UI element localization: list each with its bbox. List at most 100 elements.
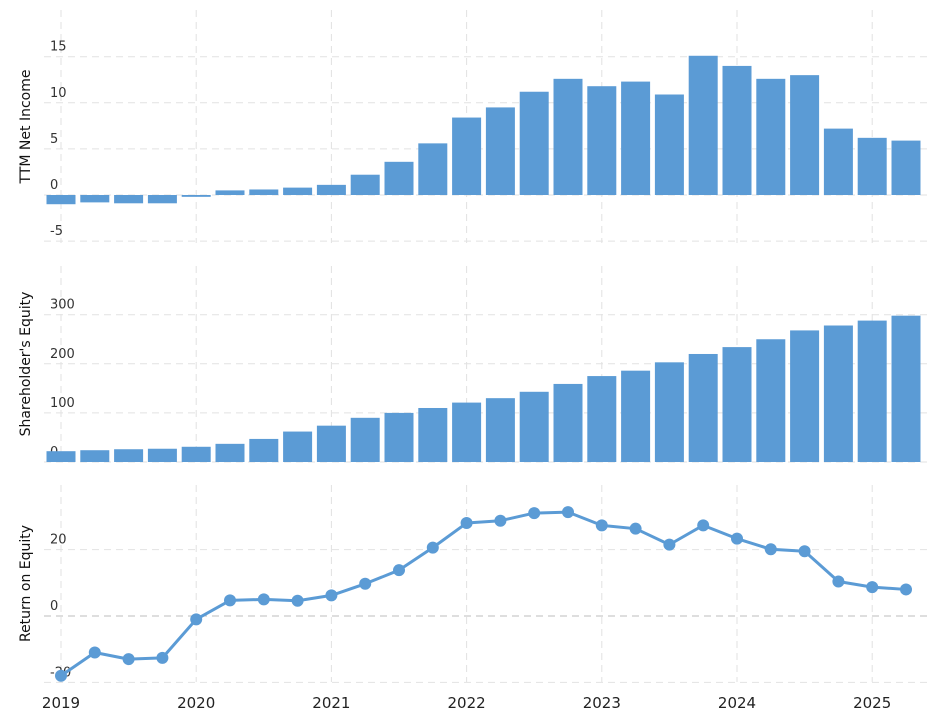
bar [688, 353, 718, 462]
y-tick-label: 20 [50, 533, 67, 548]
data-point [190, 613, 203, 626]
bar [857, 320, 887, 462]
equity-panel: 0100200300Shareholder's Equity [18, 266, 928, 463]
data-point [393, 564, 405, 577]
bar [350, 417, 380, 462]
bar [147, 195, 177, 204]
bar [621, 81, 651, 195]
data-point [562, 506, 574, 519]
bar [688, 55, 718, 195]
bar [891, 140, 921, 195]
bar [654, 94, 684, 195]
bar [891, 315, 921, 462]
data-point [798, 545, 811, 558]
bar [181, 446, 211, 462]
x-tick-label: 2019 [42, 694, 80, 712]
data-point [764, 543, 777, 556]
bar [418, 407, 448, 462]
x-tick-label: 2022 [448, 694, 486, 712]
roe-panel: -20020Return on Equity [18, 485, 928, 683]
bar [384, 161, 414, 195]
data-point [224, 594, 236, 607]
data-point [528, 507, 541, 520]
bar [316, 425, 346, 462]
bar [215, 190, 245, 195]
bar [249, 438, 279, 462]
data-point [257, 593, 270, 606]
data-point [122, 653, 135, 666]
bar [80, 450, 110, 462]
bar [790, 75, 820, 195]
bar [485, 398, 515, 462]
data-point [832, 575, 845, 588]
x-tick-label: 2025 [853, 694, 891, 712]
bar [553, 78, 583, 195]
data-point [494, 514, 507, 527]
data-point [88, 646, 101, 659]
bar [621, 370, 651, 462]
y-tick-label: 200 [50, 347, 75, 362]
y-tick-label: -5 [50, 224, 63, 239]
bar [485, 107, 515, 195]
data-point [426, 541, 439, 554]
y-tick-label: 0 [50, 178, 58, 193]
bar [790, 330, 820, 462]
bar [857, 137, 887, 195]
bar [722, 65, 752, 195]
data-point [629, 522, 642, 535]
y-tick-label: 10 [50, 86, 67, 101]
bar [756, 339, 786, 462]
x-tick-label: 2024 [718, 694, 756, 712]
y-tick-label: 100 [50, 396, 75, 411]
bar [46, 451, 76, 462]
bar [80, 195, 110, 203]
bar [418, 143, 448, 195]
y-tick-label: 15 [50, 40, 67, 55]
data-point [731, 532, 743, 545]
shared-x-axis: 2019 2020 2021 2022 2023 2024 2025 [42, 694, 891, 712]
bar [114, 449, 144, 462]
data-point [359, 577, 372, 590]
bar [249, 189, 279, 195]
data-point [291, 594, 304, 607]
bar [553, 383, 583, 462]
bar [722, 347, 752, 462]
bar [46, 195, 76, 205]
data-point [866, 581, 879, 594]
x-tick-label: 2023 [583, 694, 621, 712]
y-axis-title: TTM Net Income [18, 70, 34, 185]
y-axis-title: Return on Equity [18, 525, 34, 642]
bar [452, 402, 482, 462]
net-income-panel: -5 0 5 10 15 TTM Net Income [18, 10, 928, 243]
bar [350, 174, 380, 195]
x-tick-label: 2021 [312, 694, 350, 712]
bar [519, 91, 549, 195]
bar [181, 195, 211, 197]
data-point [595, 519, 608, 532]
bar [283, 431, 313, 462]
bar [215, 443, 245, 462]
bar [316, 184, 346, 195]
data-point [55, 669, 67, 682]
bar [452, 117, 482, 195]
data-point [697, 519, 710, 532]
bar [114, 195, 144, 204]
bar [587, 86, 617, 195]
data-point [460, 517, 473, 530]
bar [756, 78, 786, 195]
bar [587, 376, 617, 462]
y-tick-label: 5 [50, 132, 58, 147]
data-point [663, 538, 676, 551]
bar [283, 187, 313, 195]
bar [147, 448, 177, 462]
series-line [60, 510, 907, 677]
y-tick-label: 0 [50, 599, 58, 614]
data-point [156, 651, 169, 664]
data-point [900, 583, 912, 596]
bar [519, 391, 549, 462]
bar [654, 362, 684, 462]
x-tick-label: 2020 [177, 694, 215, 712]
y-axis-title: Shareholder's Equity [18, 292, 34, 437]
